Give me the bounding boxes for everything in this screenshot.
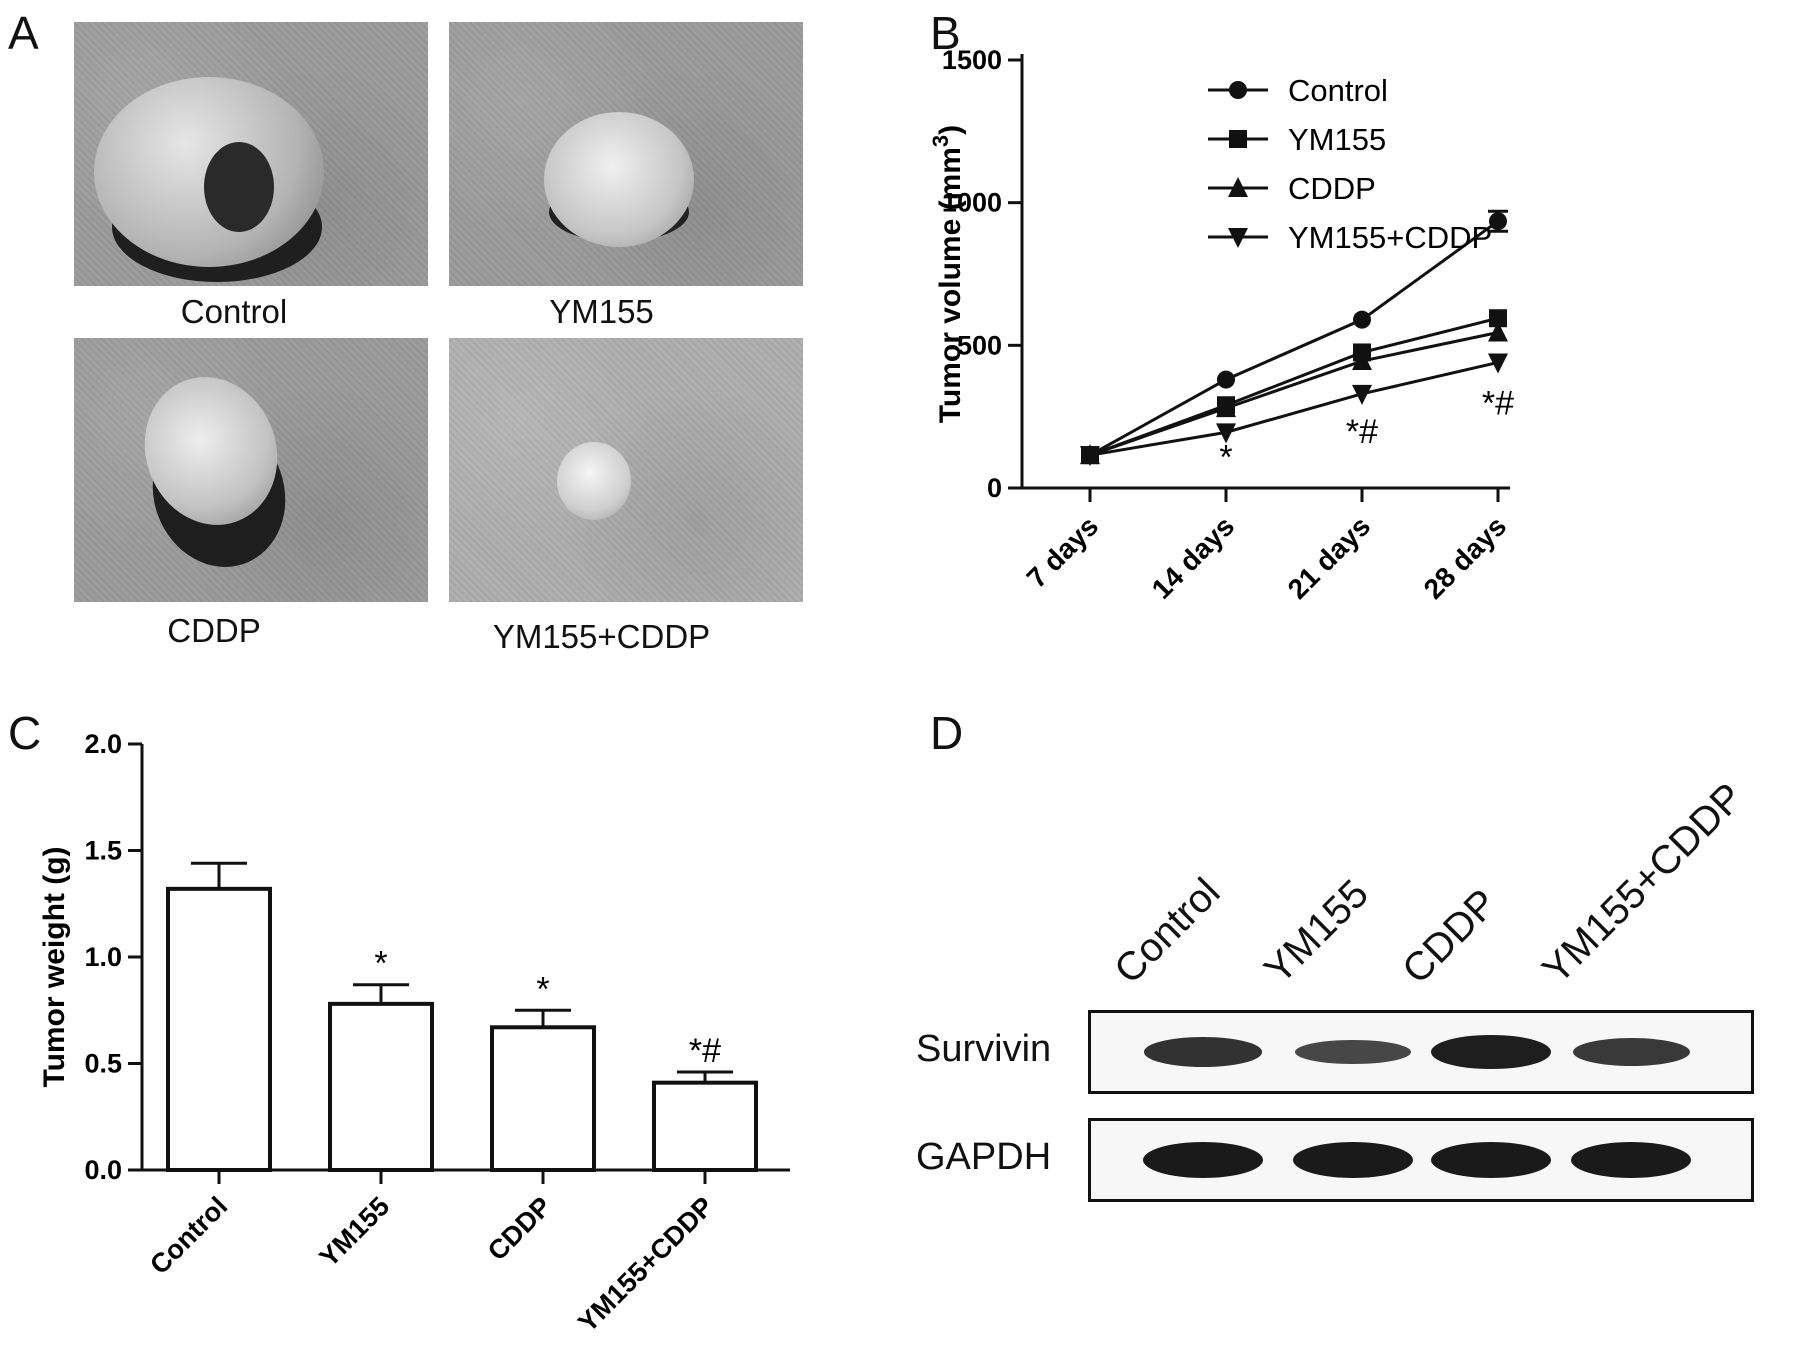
blot-lane-label: CDDP [1394,881,1506,993]
y-tick-label: 500 [957,330,1002,360]
blot-band [1295,1039,1411,1065]
panel-letter-a: A [8,7,39,59]
bar [490,1025,596,1173]
data-point [1080,446,1100,467]
tumor-weight-bar-chart: 0.0 0.5 1.0 1.5 2.0 Tumor weight (g) Control * Y… [38,729,790,1338]
y-axis-label: Tumor weight (g) [38,846,71,1087]
data-point [1352,384,1372,405]
x-tick-label: CDDP [482,1191,557,1266]
blot-band [1571,1142,1691,1178]
series-line-2 [1089,331,1499,457]
series-line-3 [1089,360,1499,457]
y-tick-label: 1.5 [84,836,122,866]
blot-band [1293,1142,1413,1178]
blot-row-label: GAPDH [916,1136,1052,1178]
bar [328,1001,434,1172]
data-point [1489,212,1507,231]
x-tick-label: 14 days [1146,510,1241,605]
significance-mark: *# [689,1032,721,1070]
panel-letter-d: D [930,707,964,759]
tumor-photo-cddp [74,338,428,602]
significance-mark: *# [1482,384,1514,422]
y-tick-label: 1500 [942,45,1002,75]
blot-band [1143,1142,1263,1178]
blot-band [1572,1037,1690,1067]
tumor-photo-control [74,22,428,286]
significance-mark: * [374,945,387,983]
blot-lane-label: YM155 [1256,871,1377,993]
y-tick-label: 1.0 [84,942,122,972]
legend-label: YM155 [1288,122,1386,157]
legend-label: Control [1288,73,1388,108]
panel-letter-c: C [8,707,42,759]
y-axis-label: Tumor volume (mm3) [930,125,967,423]
x-tick-label: 7 days [1021,510,1105,594]
tumor-photo-ym155 [449,22,803,286]
data-point [1352,350,1372,371]
blot-lane-label: YM155+CDDP [1534,774,1752,993]
tumor-volume-line-chart: 0 500 1000 1500 7 days 14 days 21 days 28 days T… [930,45,1514,605]
legend-marker [1229,130,1247,148]
tumor-photo-ym155-cddp [449,338,803,602]
blot-membrane [1088,1010,1754,1094]
western-blot: Control YM155 CDDP YM155+CDDP Survivin GAPDH [900,720,1790,1360]
photo-label-ym155: YM155 [549,293,654,330]
y-tick-label: 1000 [942,188,1002,218]
data-point [1216,423,1236,444]
y-tick-label: 0 [987,473,1002,503]
bar [652,1080,758,1173]
blot-band [1431,1142,1551,1178]
bar [166,886,272,1172]
data-point [1489,309,1507,328]
y-tick-label: 0.5 [84,1049,122,1079]
significance-mark: * [1219,439,1232,477]
y-tick-label: 0.0 [84,1155,122,1185]
y-tick-label: 2.0 [84,729,122,759]
blot-row-label: Survivin [916,1028,1052,1070]
x-tick-label: Control [144,1191,233,1280]
series-line-0 [1089,219,1499,457]
data-point [1216,397,1236,418]
legend-marker [1228,177,1248,197]
blot-band [1144,1037,1262,1067]
legend-marker [1228,228,1248,248]
panel-letter-b: B [930,7,961,59]
data-point [1353,310,1371,329]
blot-band [1431,1034,1551,1070]
legend-label: YM155+CDDP [1288,220,1492,255]
data-point [1217,370,1235,389]
data-point [1488,321,1508,342]
significance-mark: * [536,970,549,1008]
legend-label: CDDP [1288,171,1376,206]
blot-lane-label: Control [1106,869,1229,993]
x-tick-label: 28 days [1418,510,1513,605]
blot-membrane [1088,1118,1754,1202]
photo-label-ym155-cddp: YM155+CDDP [492,618,711,655]
photo-label-cddp: CDDP [167,612,261,649]
data-point [1488,353,1508,374]
significance-mark: *# [1346,413,1378,451]
photo-label-control: Control [180,293,288,330]
legend-marker [1229,81,1247,99]
x-tick-label: YM155+CDDP [572,1191,719,1338]
x-tick-label: 21 days [1282,510,1377,605]
x-tick-label: YM155 [314,1191,396,1273]
